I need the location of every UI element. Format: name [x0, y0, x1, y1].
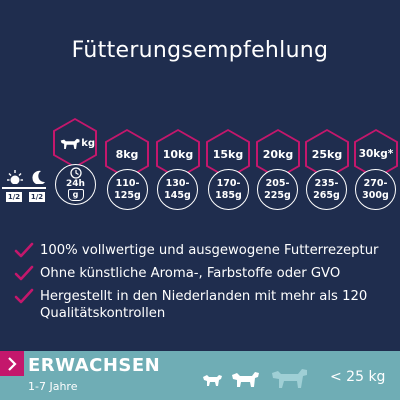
life-stage-title: ERWACHSEN [28, 355, 161, 376]
dog-icon [203, 375, 222, 386]
horizon-line [2, 187, 46, 189]
unit-label: g [72, 189, 79, 199]
benefit-text: Ohne künstliche Aroma-, Farbstoffe oder … [40, 266, 341, 281]
life-stage-banner: ERWACHSEN 1-7 Jahre < 25 kg [0, 351, 400, 400]
daily-ration-circle: 24h g [55, 164, 96, 205]
checkmark-icon [14, 242, 34, 258]
amount-range-line: 170- [216, 177, 241, 189]
amount-range-line: 225g [264, 189, 291, 201]
weight-hexagon: 20kg [256, 129, 300, 179]
page-title: Fütterungsempfehlung [71, 38, 329, 63]
amount-range-line: 185g [215, 189, 242, 201]
benefit-list: 100% vollwertige und ausgewogene Futterr… [14, 242, 394, 328]
weight-header-hexagon: kg [53, 118, 97, 168]
amount-circle: 235- 265g [306, 169, 347, 210]
dog-icon [60, 138, 80, 149]
amount-circle: 270- 300g [355, 169, 396, 210]
meal-portion: 1/2 [29, 192, 45, 202]
amount-range-line: 205- [265, 177, 290, 189]
amount-circle: 130- 145g [157, 169, 198, 210]
weight-hexagon: 30kg* [354, 129, 398, 179]
age-label: 24h [66, 178, 85, 189]
weight-limit: < 25 kg [330, 369, 386, 385]
amount-circle: 110- 125g [107, 169, 148, 210]
checkmark-icon [14, 288, 34, 304]
weight-header-unit: kg [81, 137, 95, 149]
amount-range-line: 265g [313, 189, 340, 201]
list-item: 100% vollwertige und ausgewogene Futterr… [14, 242, 394, 259]
amount-range-line: 235- [314, 177, 339, 189]
amount-range-line: 130- [165, 177, 190, 189]
bowl-icon: g [67, 188, 84, 201]
amount-range-line: 125g [114, 189, 141, 201]
feeding-table: kg 8kg 10kg 15kg 20kg 25kg 30kg* 24h g 1… [2, 118, 398, 210]
weight-hexagon: 25kg [305, 129, 349, 179]
amount-circle: 170- 185g [208, 169, 249, 210]
amount-range-line: 110- [115, 177, 140, 189]
amount-range-line: 145g [164, 189, 191, 201]
dog-size-icons [203, 369, 307, 388]
benefit-text: Hergestellt in den Niederlanden mit mehr… [40, 289, 368, 321]
benefit-text: 100% vollwertige und ausgewogene Futterr… [40, 243, 379, 258]
amount-range-line: 300g [362, 189, 389, 201]
clock-icon [69, 166, 82, 179]
checkmark-icon [14, 265, 34, 281]
dog-icon [232, 372, 259, 387]
dog-icon [272, 369, 307, 388]
list-item: Hergestellt in den Niederlanden mit mehr… [14, 288, 370, 322]
amount-circle: 205- 225g [257, 169, 298, 210]
amount-range-line: 270- [363, 177, 388, 189]
moon-icon [28, 170, 48, 188]
chevron-right-icon [0, 351, 24, 376]
meal-portion: 1/2 [6, 192, 22, 202]
life-stage-age: 1-7 Jahre [28, 380, 78, 393]
list-item: Ohne künstliche Aroma-, Farbstoffe oder … [14, 265, 394, 282]
meal-split: 1/2 1/2 [2, 168, 50, 204]
